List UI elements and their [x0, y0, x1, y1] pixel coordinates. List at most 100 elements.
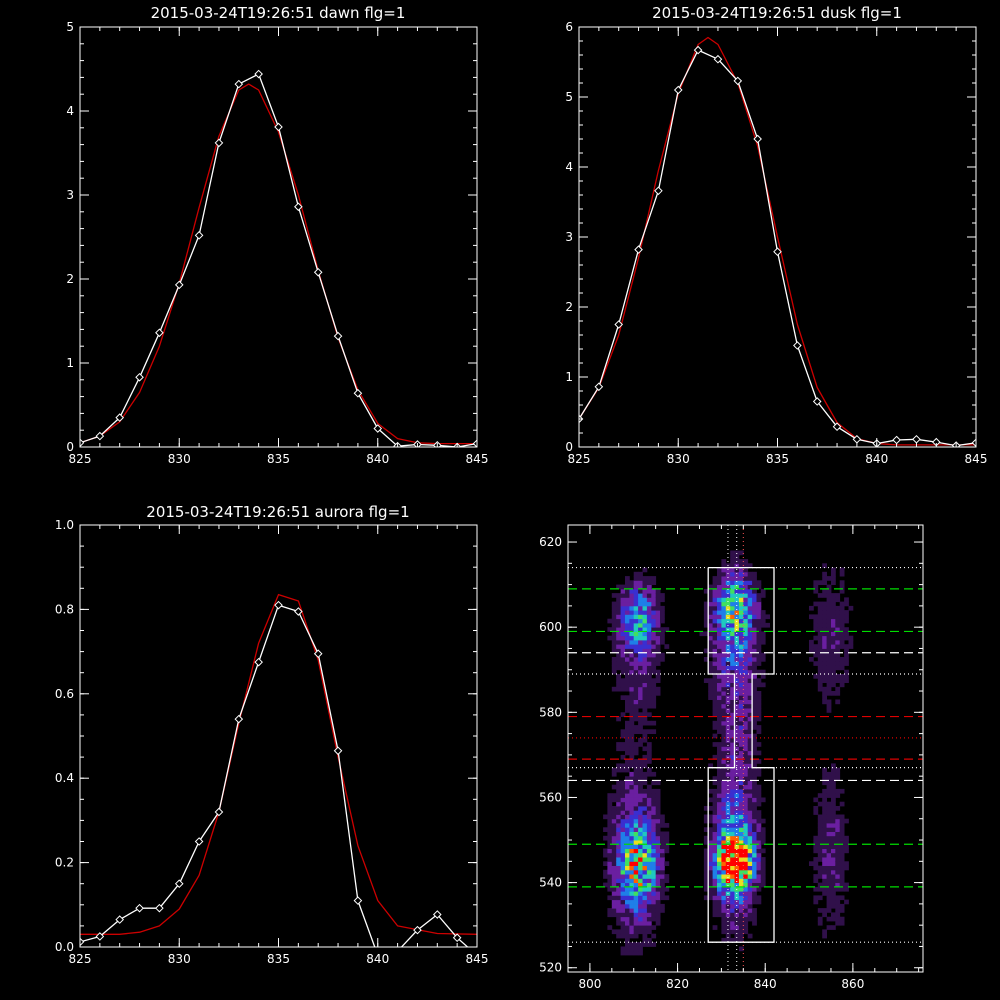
heatmap-cell: [646, 695, 652, 700]
heatmap-cell: [629, 635, 635, 641]
heatmap-cell: [822, 669, 827, 675]
heatmap-cell: [717, 746, 722, 752]
data-line: [80, 604, 469, 947]
heatmap-cell: [620, 784, 626, 790]
heatmap-cell: [642, 605, 648, 611]
heatmap-cell: [607, 823, 613, 828]
heatmap-cell: [738, 784, 744, 790]
heatmap-cell: [616, 835, 621, 841]
heatmap-cell: [646, 588, 652, 594]
heatmap-cell: [712, 665, 718, 671]
heatmap-cell: [633, 763, 639, 769]
heatmap-cell: [651, 691, 657, 696]
heatmap-cell: [760, 614, 766, 620]
heatmap-cell: [752, 835, 757, 841]
heatmap-cell: [817, 669, 823, 675]
heatmap-cell: [730, 635, 735, 641]
heatmap-cell: [831, 657, 836, 662]
heatmap-cell: [651, 942, 657, 947]
heatmap-cell: [708, 678, 713, 683]
heatmap-cell: [625, 788, 630, 794]
heatmap-cell: [752, 767, 757, 773]
heatmap-cell: [625, 576, 630, 581]
heatmap-cell: [721, 669, 727, 675]
heatmap-cell: [651, 933, 657, 939]
heatmap-cell: [717, 797, 722, 803]
heatmap-cell: [822, 882, 827, 888]
heatmap-cell: [725, 780, 731, 786]
heatmap-cell: [743, 746, 749, 752]
heatmap-cell: [721, 937, 727, 943]
heatmap-cell: [620, 686, 626, 692]
heatmap-cell: [721, 835, 727, 841]
heatmap-cell: [717, 818, 722, 824]
heatmap-cell: [743, 703, 749, 709]
heatmap-cell: [734, 682, 740, 688]
heatmap-cell: [738, 720, 744, 726]
heatmap-cell: [817, 674, 823, 679]
heatmap-cell: [839, 903, 845, 909]
heatmap-cell: [725, 912, 731, 918]
heatmap-cell: [738, 891, 744, 896]
heatmap-cell: [839, 878, 845, 883]
heatmap-cell: [738, 703, 744, 709]
heatmap-cell: [633, 912, 639, 918]
heatmap-cell: [734, 661, 740, 666]
heatmap-cell: [826, 648, 832, 654]
heatmap-cell: [712, 742, 718, 747]
heatmap-cell: [638, 580, 643, 585]
heatmap-cell: [616, 857, 621, 862]
heatmap-cell: [633, 878, 639, 883]
heatmap-cell: [717, 618, 722, 624]
heatmap-cell: [712, 699, 718, 705]
heatmap-cell: [651, 818, 657, 824]
heatmap-cell: [655, 674, 661, 679]
heatmap-cell: [835, 639, 841, 645]
heatmap-cell: [813, 635, 819, 641]
heatmap-cell: [717, 588, 722, 594]
heatmap-cell: [822, 844, 827, 849]
heatmap-cell: [822, 648, 827, 654]
heatmap-cell: [721, 852, 727, 858]
heatmap-cell: [734, 797, 740, 803]
heatmap-cell: [756, 661, 762, 666]
heatmap-cell: [642, 754, 648, 760]
heatmap-cell: [752, 797, 757, 803]
heatmap-cell: [607, 848, 613, 854]
heatmap-cell: [655, 657, 661, 662]
heatmap-cell: [642, 899, 648, 905]
heatmap-cell: [646, 861, 652, 866]
heatmap-cell: [629, 835, 635, 841]
heatmap-cell: [730, 622, 735, 628]
heatmap-cell: [651, 703, 657, 709]
heatmap-cell: [822, 929, 827, 935]
heatmap-cell: [717, 695, 722, 700]
heatmap-cell: [809, 614, 814, 620]
heatmap-cell: [743, 712, 749, 717]
heatmap-cell: [638, 571, 643, 577]
heatmap-cell: [730, 716, 735, 722]
heatmap-cell: [646, 605, 652, 611]
heatmap-cell: [743, 840, 749, 845]
heatmap-cell: [743, 691, 749, 696]
heatmap-cell: [835, 661, 841, 666]
heatmap-cell: [817, 869, 823, 875]
heatmap-cell: [638, 835, 643, 841]
heatmap-cell: [646, 669, 652, 675]
heatmap-cell: [756, 750, 762, 756]
heatmap-cell: [738, 814, 744, 820]
heatmap-cell: [633, 916, 639, 922]
heatmap-cell: [611, 784, 617, 790]
heatmap-cell: [717, 686, 722, 692]
heatmap-cell: [831, 648, 836, 654]
heatmap-cell: [638, 601, 643, 607]
heatmap-cell: [822, 878, 827, 883]
heatmap-cell: [625, 848, 630, 854]
heatmap-cell: [734, 597, 740, 603]
heatmap-cell: [717, 614, 722, 620]
heatmap-cell: [835, 610, 841, 615]
heatmap-cell: [756, 814, 762, 820]
heatmap-cell: [712, 899, 718, 905]
